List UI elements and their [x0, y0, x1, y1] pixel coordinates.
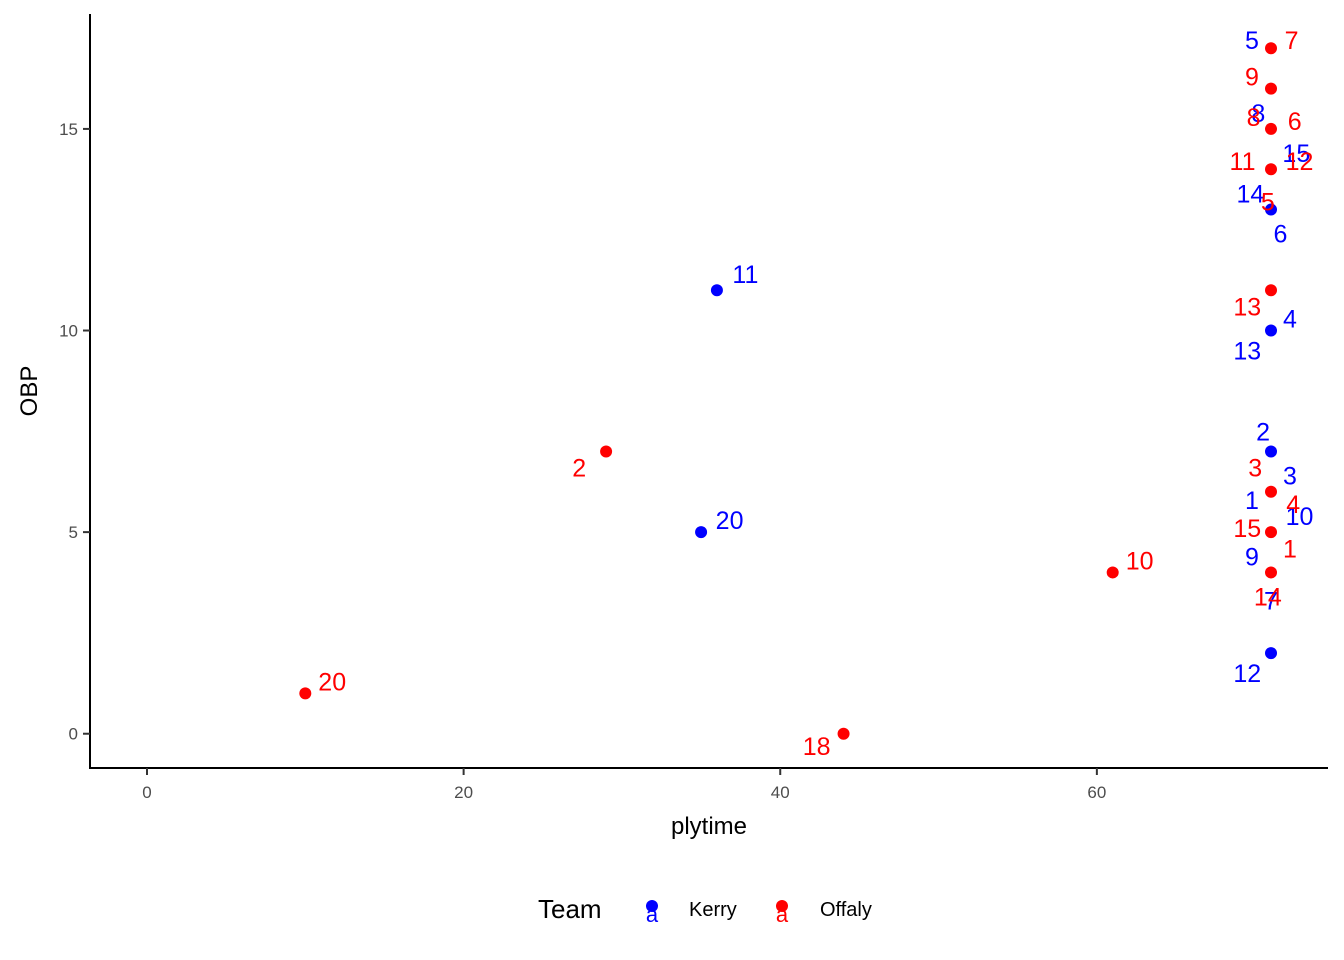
point-label: 6: [1274, 221, 1288, 249]
point-label: 10: [1286, 503, 1314, 531]
point-label: 20: [318, 668, 346, 696]
y-tick-label: 0: [69, 725, 78, 744]
point-label: 12: [1233, 660, 1261, 688]
data-point: [600, 445, 613, 458]
legend-label: Kerry: [689, 899, 737, 921]
point-label: 13: [1233, 338, 1261, 366]
x-tick-label: 40: [771, 783, 790, 802]
data-point: [1106, 566, 1119, 579]
legend-label: Offaly: [820, 899, 872, 921]
point-label: 13: [1233, 293, 1261, 321]
legend-key: [776, 900, 788, 912]
point-label: 3: [1283, 463, 1297, 491]
data-point: [1265, 82, 1278, 95]
y-tick-label: 15: [59, 120, 78, 139]
point-label: 9: [1245, 543, 1259, 571]
data-point: [1265, 122, 1278, 135]
legend-key-glyph: a: [776, 902, 789, 927]
data-point: [1265, 203, 1278, 216]
data-point: [837, 727, 850, 740]
point-label: 1: [1245, 487, 1259, 515]
point-label: 11: [732, 261, 758, 289]
data-point: [1265, 485, 1278, 498]
data-point: [1265, 324, 1278, 337]
legend-key-glyph: a: [646, 902, 659, 927]
legend: Team a Kerry a Offaly: [538, 894, 872, 927]
data-point: [1265, 284, 1278, 297]
y-tick-label: 10: [59, 322, 78, 341]
point-label: 2: [1256, 418, 1270, 446]
data-point: [710, 284, 723, 297]
x-tick-label: 20: [454, 783, 473, 802]
legend-key: [646, 900, 658, 912]
point-label: 14: [1254, 584, 1282, 612]
data-point: [1265, 566, 1278, 579]
x-axis-title: plytime: [671, 813, 747, 840]
point-label: 3: [1248, 455, 1262, 483]
plot-marks: 1224611205815141331109779612133151102201…: [299, 27, 1313, 761]
data-point: [1265, 526, 1278, 539]
point-label: 8: [1251, 100, 1265, 128]
data-point: [299, 687, 312, 700]
point-label: 7: [1264, 588, 1278, 616]
point-label: 7: [1285, 27, 1299, 55]
y-axis-title: OBP: [16, 366, 43, 417]
point-label: 11: [1230, 148, 1256, 176]
point-label: 12: [1286, 148, 1314, 176]
data-point: [695, 526, 708, 539]
legend-title: Team: [538, 894, 602, 924]
point-label: 4: [1283, 305, 1297, 333]
point-label: 1: [1283, 535, 1297, 563]
point-label: 2: [572, 455, 586, 483]
point-label: 18: [803, 733, 831, 761]
point-label: 14: [1237, 180, 1265, 208]
point-label: 5: [1261, 188, 1275, 216]
data-point: [1265, 445, 1278, 458]
point-label: 5: [1245, 27, 1259, 55]
data-point: [1265, 163, 1278, 176]
point-label: 6: [1288, 108, 1302, 136]
point-label: 4: [1286, 491, 1300, 519]
data-point: [1265, 42, 1278, 55]
x-tick-label: 0: [142, 783, 151, 802]
point-label: 15: [1282, 140, 1310, 168]
x-tick-label: 60: [1087, 783, 1106, 802]
point-label: 20: [716, 507, 744, 535]
point-label: 15: [1233, 515, 1261, 543]
point-label: 10: [1126, 547, 1154, 575]
y-tick-label: 5: [69, 523, 78, 542]
data-point: [1265, 647, 1278, 660]
point-label: 9: [1245, 63, 1259, 91]
point-label: 8: [1247, 104, 1261, 132]
